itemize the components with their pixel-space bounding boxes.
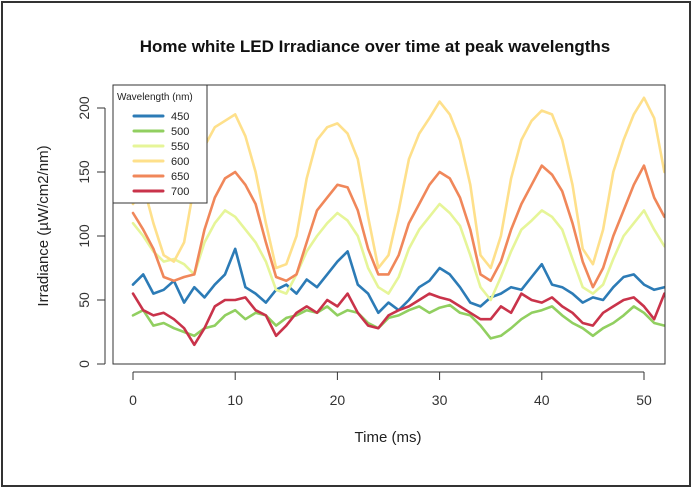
x-tick-label: 10 (227, 392, 243, 408)
legend-label: 550 (171, 141, 189, 153)
series-line-600 (131, 96, 665, 270)
legend-box (112, 84, 208, 204)
y-tick-label: 200 (76, 96, 92, 120)
x-tick-label: 40 (534, 392, 550, 408)
series-line-450 (131, 247, 665, 315)
series-line-550 (131, 202, 665, 302)
legend-label: 650 (171, 171, 189, 183)
legend-item: 500 (132, 126, 189, 138)
y-axis-label: Irradiance (µW/cm2/nm) (35, 145, 52, 306)
legend-item: 450 (132, 111, 189, 123)
y-axis: 0 50 100 150 200 (76, 96, 106, 368)
legend-items: 450 500 550 600 650 700 (132, 111, 189, 198)
legend-label: 500 (171, 126, 189, 138)
y-tick-label: 0 (76, 360, 92, 368)
x-axis: 0 10 20 30 40 50 (129, 371, 652, 408)
x-tick-label: 20 (330, 392, 346, 408)
chart-title: Home white LED Irradiance over time at p… (140, 37, 611, 56)
legend-title: Wavelength (nm) (117, 92, 193, 103)
legend: Wavelength (nm) 450 500 550 600 650 700 (112, 84, 208, 204)
legend-item: 700 (132, 186, 189, 198)
y-tick-label: 50 (76, 292, 92, 308)
y-tick-label: 100 (76, 224, 92, 248)
x-tick-label: 30 (432, 392, 448, 408)
plot-box (112, 84, 666, 365)
series-line-500 (131, 303, 665, 340)
x-tick-label: 50 (636, 392, 652, 408)
legend-item: 600 (132, 156, 189, 168)
legend-label: 450 (171, 111, 189, 123)
y-tick-label: 150 (76, 160, 92, 184)
x-tick-label: 0 (129, 392, 137, 408)
legend-label: 600 (171, 156, 189, 168)
plot-area (131, 96, 665, 347)
series-line-650 (131, 164, 665, 289)
legend-item: 650 (132, 171, 189, 183)
x-axis-label: Time (ms) (355, 429, 422, 446)
legend-item: 550 (132, 141, 189, 153)
legend-label: 700 (171, 186, 189, 198)
series-line-700 (131, 292, 665, 347)
